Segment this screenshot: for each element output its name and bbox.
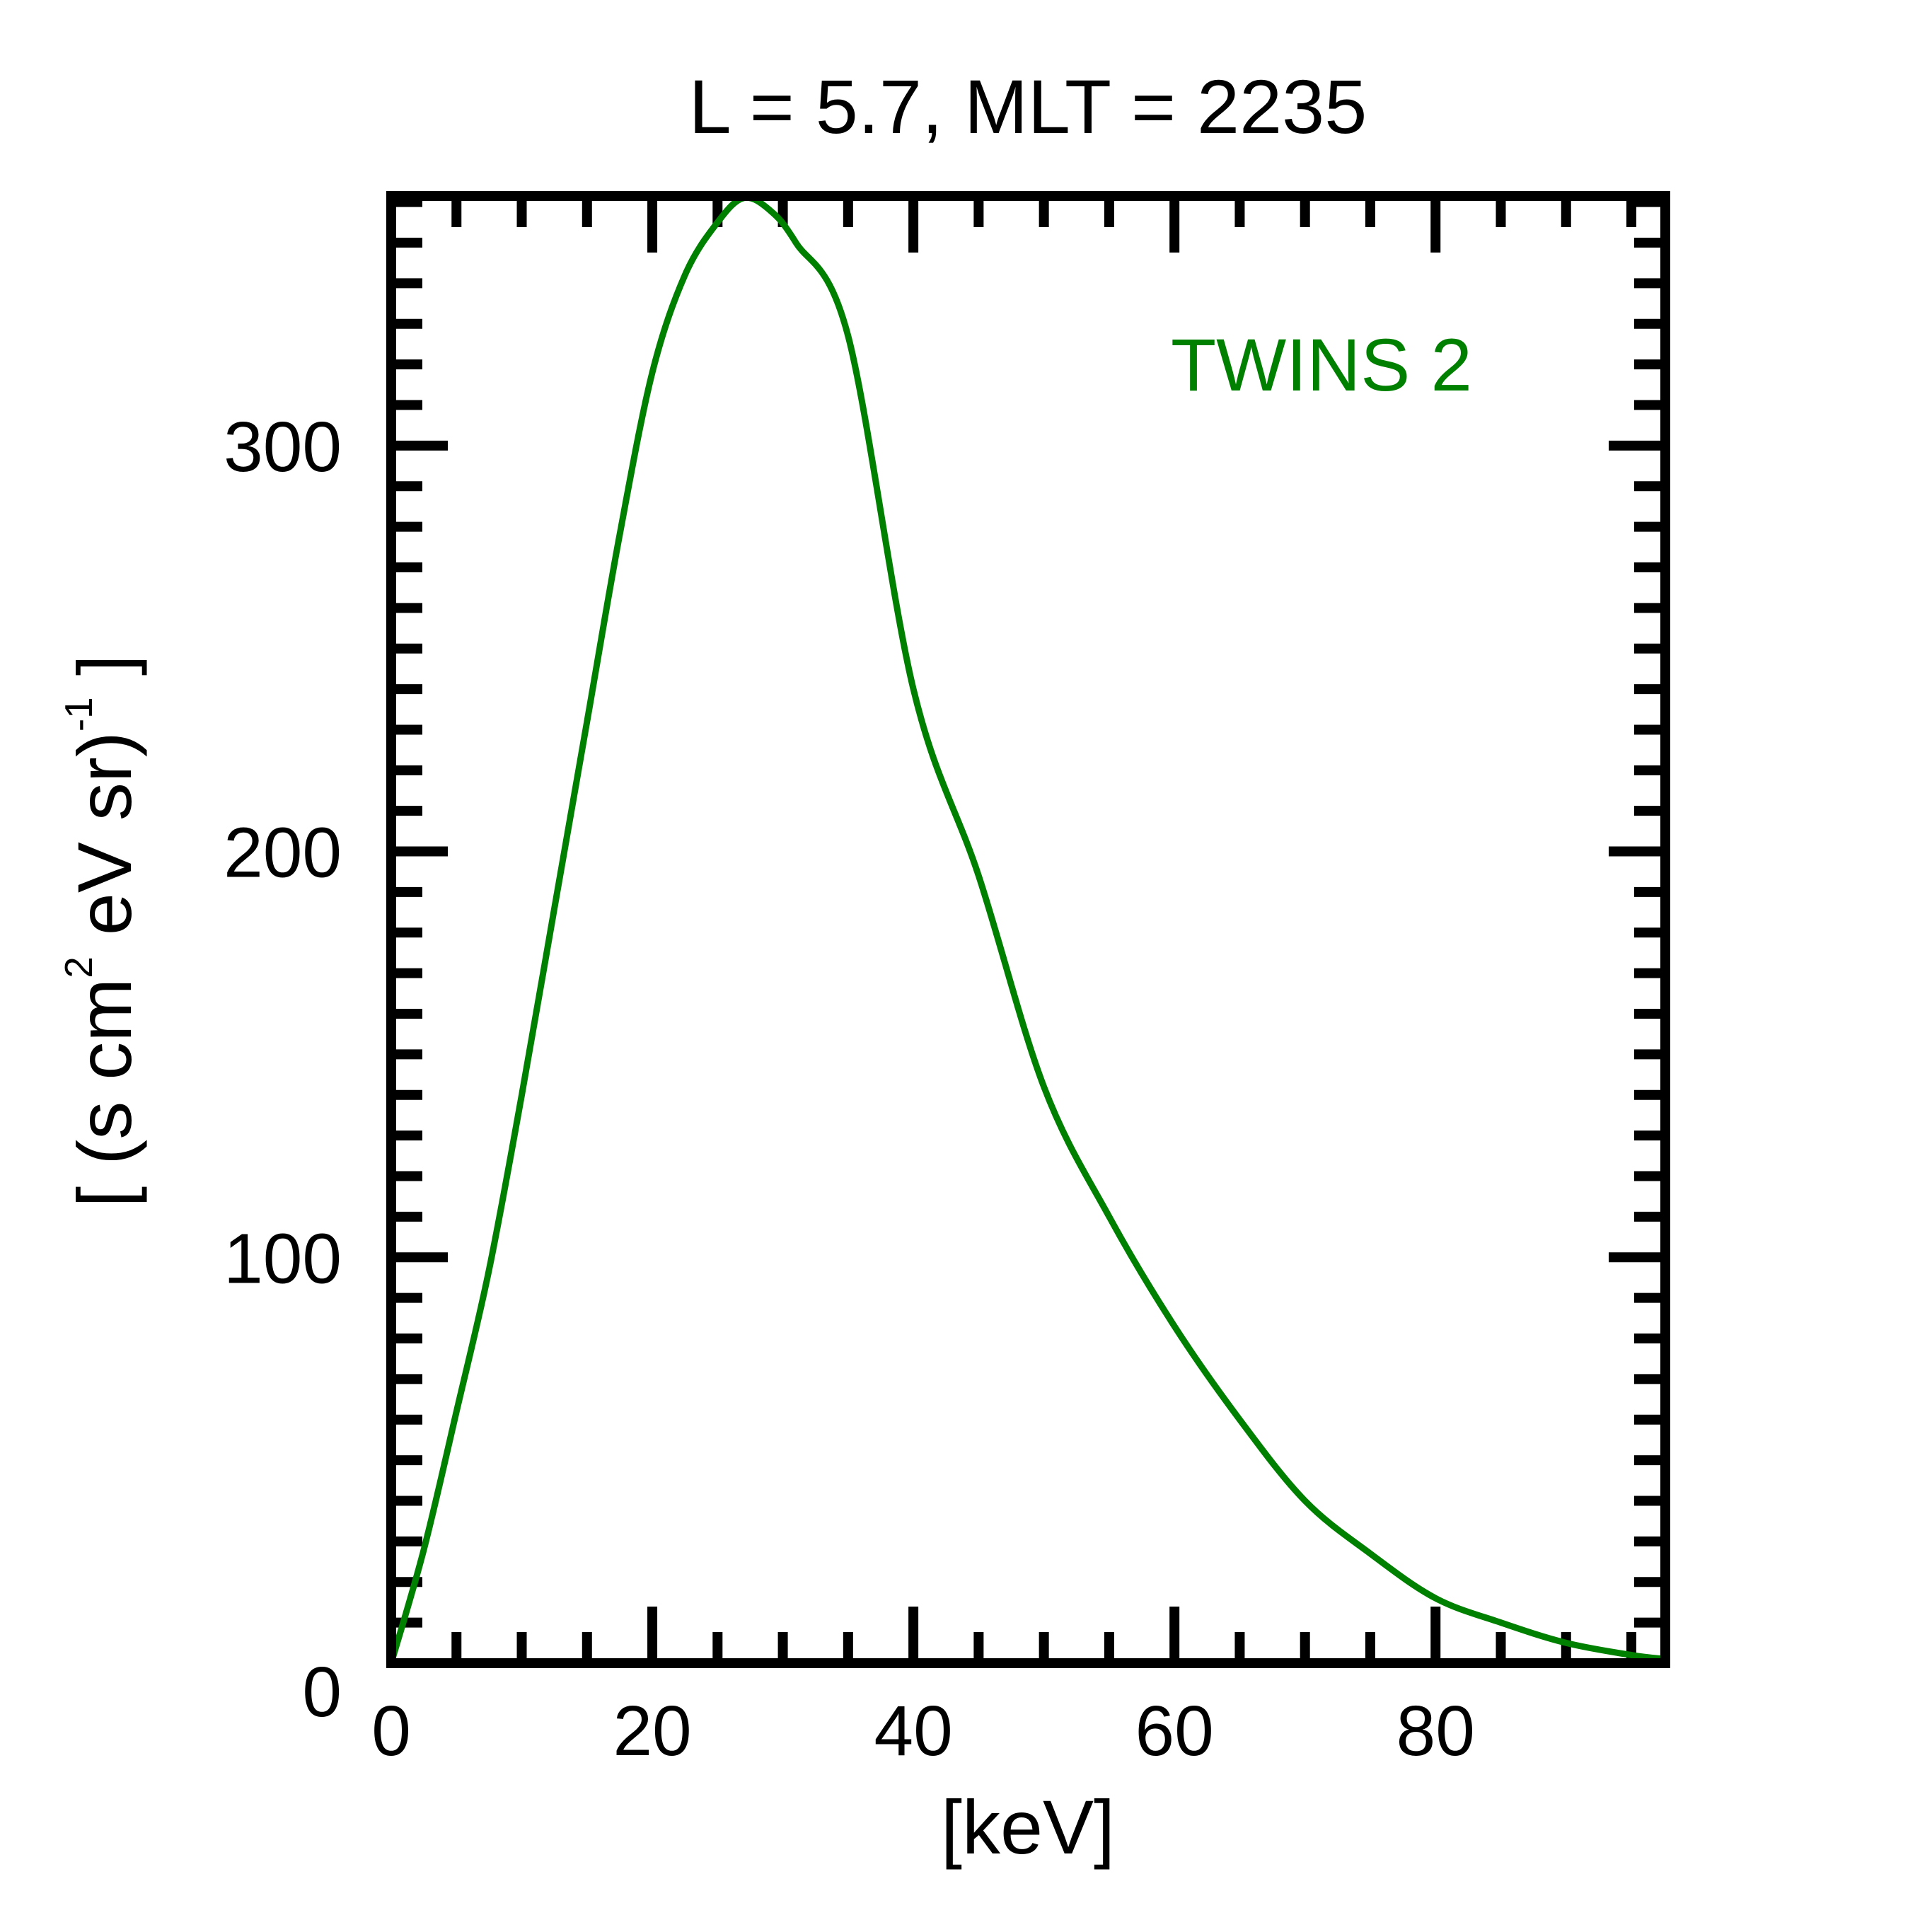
y-label-mid: eV sr) xyxy=(62,731,147,956)
y-label-sup1: 2 xyxy=(57,956,100,978)
x-tick-label: 40 xyxy=(874,1691,952,1771)
y-tick-label: 300 xyxy=(224,407,342,487)
y-tick-label: 200 xyxy=(224,814,342,893)
chart-title: L = 5.7, MLT = 2235 xyxy=(689,64,1367,149)
plot-frame xyxy=(386,191,1670,1668)
x-tick-label: 20 xyxy=(613,1691,691,1771)
x-axis-label: [keV] xyxy=(941,1784,1115,1870)
tick-labels: 0 20 40 60 80 0 100 200 300 xyxy=(224,407,1475,1771)
y-label-sup2: -1 xyxy=(57,697,100,731)
x-tick-label: 60 xyxy=(1135,1691,1214,1771)
x-tick-label: 0 xyxy=(371,1691,411,1771)
y-label-prefix: [ (s cm xyxy=(62,978,147,1208)
axis-ticks xyxy=(386,196,1665,1668)
series-line-twins-2 xyxy=(391,196,1665,1663)
y-axis-label: [ (s cm2 eV sr)-1 ] xyxy=(57,654,147,1208)
legend-entry-twins-2: TWINS 2 xyxy=(1171,324,1472,407)
y-tick-label: 100 xyxy=(224,1219,342,1298)
x-tick-label: 80 xyxy=(1396,1691,1475,1771)
y-tick-label: 0 xyxy=(302,1653,342,1732)
y-label-suffix: ] xyxy=(62,654,147,697)
